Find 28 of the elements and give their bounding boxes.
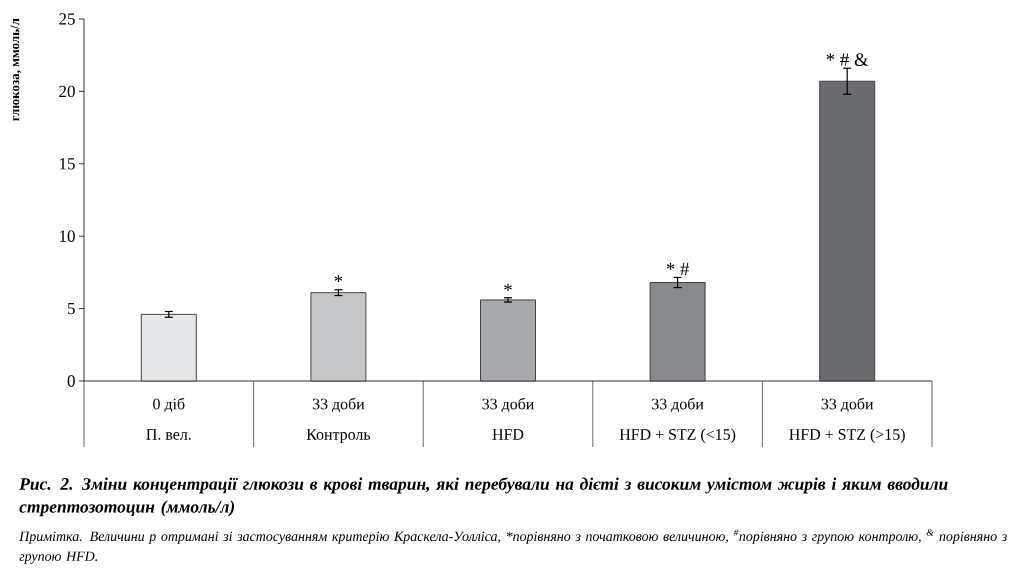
y-tick-label: 0: [67, 375, 75, 387]
text: 0 діб: [153, 397, 185, 413]
y-tick-label: 5: [68, 302, 75, 315]
x-tick-label: П. вел.: [146, 429, 191, 440]
x-tick-label: HFD + STZ (<15): [619, 428, 736, 444]
x-tick-label: HFD: [492, 429, 524, 440]
y-tick-label: 25: [59, 13, 75, 25]
annotation: *: [504, 283, 512, 291]
annotation: * # &: [826, 53, 869, 67]
bar: [819, 80, 876, 382]
y-tick-label: 15: [60, 158, 75, 170]
annotation: *: [334, 275, 343, 283]
y-axis-title: глюкоза, ммоль/л: [10, 18, 22, 121]
x-tick-label: HFD + STZ (>15): [789, 428, 905, 444]
text: 33 доби: [482, 397, 534, 413]
x-tick-label: Контроль: [306, 429, 371, 444]
text: 33 доби: [312, 397, 365, 413]
text: 33 доби: [652, 397, 704, 413]
annotation: * #: [666, 262, 690, 276]
bar: [310, 292, 367, 382]
text: Примітка. Величини p отримані зі застосуванням критерію Краскела-Уолліса, *порівняно з початковою величиною, $^{#}$порівняно з групою контролю, $^{&}$ порівняно з групою HFD.: [19, 529, 1007, 564]
y-tick-label: 10: [60, 230, 75, 242]
text: Рис. 2. Зміни концентрації глюкози в крові тварин, які перебували на дієті з високим умістом жирів і яким вводили стрептозотоцин (ммоль/л): [19, 477, 948, 517]
bar: [480, 299, 536, 382]
bar: [649, 282, 706, 382]
y-tick-label: 20: [59, 85, 75, 98]
text: 33 доби: [821, 397, 874, 413]
bar: [140, 313, 197, 382]
